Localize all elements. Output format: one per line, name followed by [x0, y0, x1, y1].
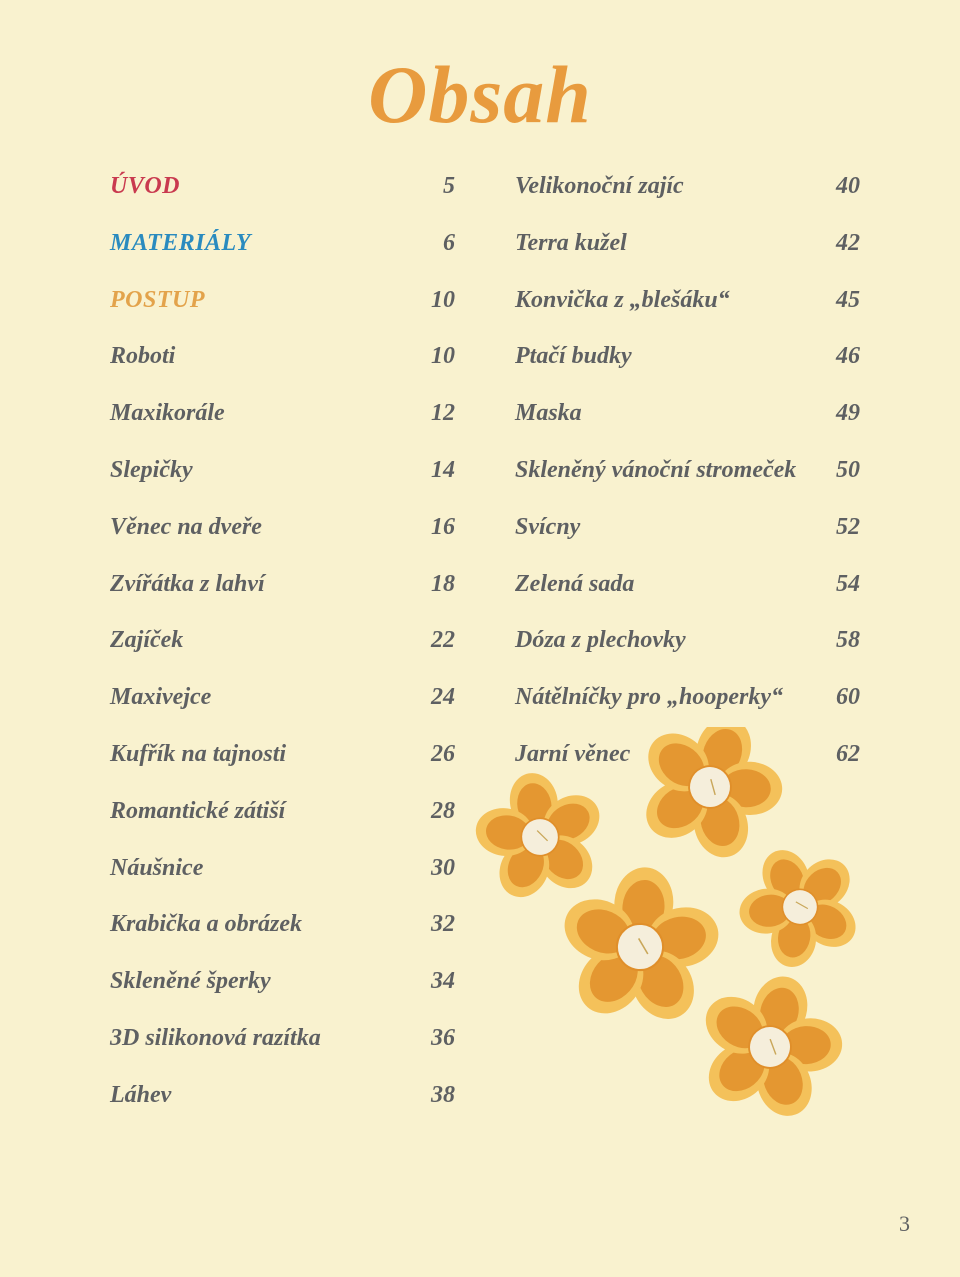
toc-page: 14 — [415, 456, 455, 485]
toc-label: Zajíček — [110, 626, 183, 655]
toc-row: Nátělníčky pro „hooperky“ 60 — [515, 683, 860, 712]
toc-label: Zvířátka z lahví — [110, 570, 265, 599]
toc-row: Věnec na dveře 16 — [110, 513, 455, 542]
toc-row: Roboti 10 — [110, 342, 455, 371]
toc-label: MATERIÁLY — [110, 229, 251, 258]
toc-page: 42 — [820, 229, 860, 258]
toc-row: Dóza z plechovky 58 — [515, 626, 860, 655]
toc-label: ÚVOD — [110, 172, 180, 201]
toc-page: 22 — [415, 626, 455, 655]
toc-label: Nátělníčky pro „hooperky“ — [515, 683, 783, 712]
toc-row: Zvířátka z lahví 18 — [110, 570, 455, 599]
toc-page: 54 — [820, 570, 860, 599]
toc-label: Láhev — [110, 1081, 171, 1110]
toc-row: Slepičky 14 — [110, 456, 455, 485]
toc-row: Konvička z „blešáku“ 45 — [515, 286, 860, 315]
toc-label: Skleněný vánoční stromeček — [515, 456, 796, 485]
toc-label: Terra kužel — [515, 229, 627, 258]
toc-label: Kufřík na tajnosti — [110, 740, 286, 769]
toc-page: 50 — [820, 456, 860, 485]
toc-row: Maxikorále 12 — [110, 399, 455, 428]
toc-page: 16 — [415, 513, 455, 542]
toc-row: Maxivejce 24 — [110, 683, 455, 712]
toc-page: 45 — [820, 286, 860, 315]
toc-page: 40 — [820, 172, 860, 201]
toc-row: Zelená sada 54 — [515, 570, 860, 599]
toc-label: Ptačí budky — [515, 342, 632, 371]
toc-label: Dóza z plechovky — [515, 626, 686, 655]
toc-row: MATERIÁLY 6 — [110, 229, 455, 258]
toc-label: POSTUP — [110, 286, 205, 315]
toc-label: Slepičky — [110, 456, 193, 485]
toc-row: Náušnice30 — [110, 854, 455, 883]
toc-page: 12 — [415, 399, 455, 428]
toc-label: Krabička a obrázek — [110, 910, 302, 939]
toc-label: Skleněné šperky — [110, 967, 271, 996]
toc-label: Maxivejce — [110, 683, 211, 712]
toc-page: 49 — [820, 399, 860, 428]
toc-column-left: ÚVOD 5 MATERIÁLY 6 POSTUP 10 Roboti 10 Maxikorál… — [110, 172, 455, 1138]
page-title: Obsah — [0, 0, 960, 172]
toc-label: Věnec na dveře — [110, 513, 262, 542]
toc-row: Skleněné šperky34 — [110, 967, 455, 996]
toc-label: Svícny — [515, 513, 580, 542]
toc-page: 18 — [415, 570, 455, 599]
toc-row: Skleněný vánoční stromeček 50 — [515, 456, 860, 485]
toc-row: Zajíček 22 — [110, 626, 455, 655]
toc-label: Náušnice — [110, 854, 203, 883]
toc-row: Ptačí budky 46 — [515, 342, 860, 371]
flower-illustration — [410, 727, 890, 1127]
toc-label: Velikonoční zajíc — [515, 172, 684, 201]
toc-page: 46 — [820, 342, 860, 371]
toc-row: POSTUP 10 — [110, 286, 455, 315]
toc-page: 5 — [415, 172, 455, 201]
toc-page: 10 — [415, 286, 455, 315]
toc-page: 24 — [415, 683, 455, 712]
toc-page: 52 — [820, 513, 860, 542]
toc-row: 3D silikonová razítka36 — [110, 1024, 455, 1053]
toc-row: ÚVOD 5 — [110, 172, 455, 201]
toc-row: Krabička a obrázek32 — [110, 910, 455, 939]
toc-row: Velikonoční zajíc 40 — [515, 172, 860, 201]
toc-row: Romantické zátiší28 — [110, 797, 455, 826]
toc-page: 6 — [415, 229, 455, 258]
toc-row: Láhev38 — [110, 1081, 455, 1110]
toc-label: Zelená sada — [515, 570, 634, 599]
toc-row: Kufřík na tajnosti26 — [110, 740, 455, 769]
toc-label: Roboti — [110, 342, 175, 371]
toc-row: Svícny 52 — [515, 513, 860, 542]
toc-page: 10 — [415, 342, 455, 371]
toc-label: Romantické zátiší — [110, 797, 285, 826]
toc-label: Maxikorále — [110, 399, 225, 428]
toc-label: 3D silikonová razítka — [110, 1024, 321, 1053]
toc-label: Maska — [515, 399, 582, 428]
toc-page: 58 — [820, 626, 860, 655]
toc-label: Konvička z „blešáku“ — [515, 286, 730, 315]
toc-row: Maska 49 — [515, 399, 860, 428]
toc-page: 60 — [820, 683, 860, 712]
page-number: 3 — [899, 1211, 910, 1237]
toc-row: Terra kužel 42 — [515, 229, 860, 258]
